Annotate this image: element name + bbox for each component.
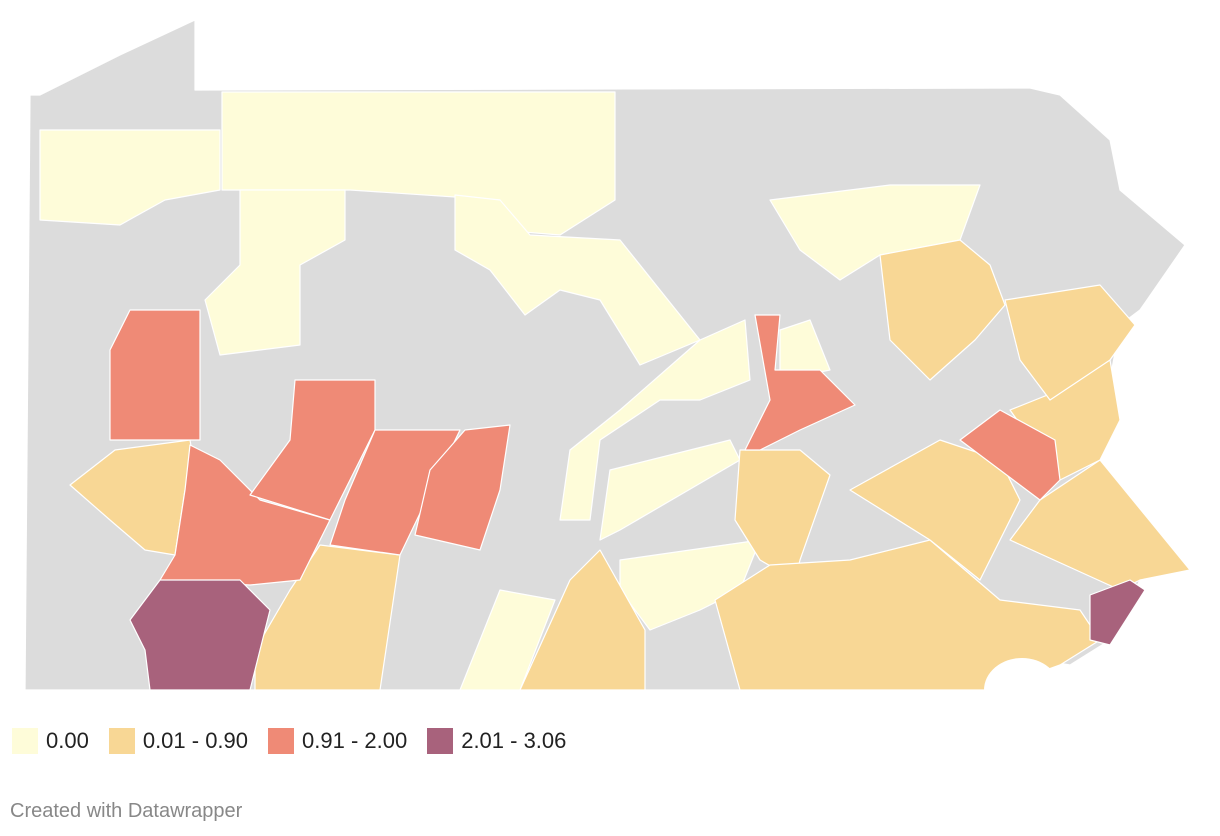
map-notch	[984, 658, 1060, 722]
county	[109, 309, 201, 441]
legend-item: 0.00	[12, 728, 89, 754]
county	[599, 439, 741, 541]
legend-item: 0.01 - 0.90	[108, 728, 249, 754]
county	[159, 444, 331, 586]
county	[879, 239, 1006, 381]
map	[25, 20, 1190, 722]
county	[414, 424, 511, 551]
county	[1089, 579, 1146, 646]
county	[959, 409, 1061, 501]
county	[454, 194, 701, 366]
county	[849, 439, 1021, 581]
county	[329, 429, 461, 556]
county	[714, 539, 1101, 691]
county	[519, 549, 646, 691]
legend-swatch	[427, 728, 454, 754]
county	[249, 379, 376, 521]
legend-label: 0.91 - 2.00	[302, 728, 408, 753]
legend-label: 0.00	[46, 728, 89, 753]
legend-swatch	[108, 728, 135, 754]
legend: 0.00 0.01 - 0.90 0.91 - 2.00 2.01 - 3.06	[12, 728, 566, 754]
county	[559, 319, 751, 521]
legend-swatch	[268, 728, 295, 754]
county	[204, 189, 346, 356]
county	[39, 129, 221, 226]
county	[1004, 284, 1136, 401]
legend-swatch	[12, 728, 38, 754]
legend-item: 0.91 - 2.00	[268, 728, 407, 754]
footer: Created with Datawrapper	[10, 800, 243, 822]
legend-label: 0.01 - 0.90	[142, 728, 249, 753]
county	[129, 579, 271, 691]
county	[779, 319, 831, 381]
county	[744, 314, 856, 451]
legend-item: 2.01 - 3.06	[427, 728, 566, 754]
legend-label: 2.01 - 3.06	[461, 728, 567, 753]
